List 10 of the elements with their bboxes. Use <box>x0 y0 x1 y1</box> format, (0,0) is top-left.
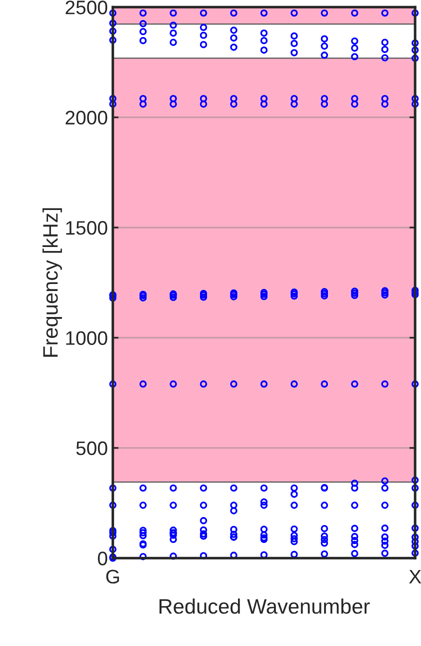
y-axis-title: Frequency [kHz] <box>42 208 62 357</box>
y-tick-label: 0 <box>98 552 108 566</box>
y-tick-label: 1000 <box>66 331 108 345</box>
y-tick-label: 2000 <box>66 110 108 125</box>
x-tick-label: X <box>409 570 421 584</box>
x-tick-label: G <box>106 570 119 584</box>
y-tick-label: 2500 <box>66 0 108 14</box>
y-tick-label: 500 <box>76 441 108 456</box>
x-axis-title: Reduced Wavenumber <box>160 598 370 614</box>
y-tick-label: 1500 <box>66 220 108 235</box>
